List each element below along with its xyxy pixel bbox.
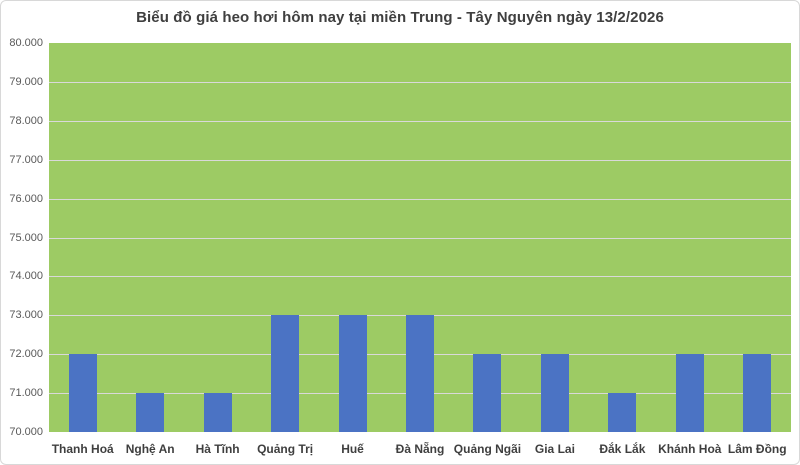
- y-tick-label: 77.000: [9, 153, 43, 166]
- x-tick-label: Nghệ An: [125, 442, 175, 456]
- bar-Huế: [338, 315, 367, 432]
- bar-Lâm Đồng: [743, 354, 772, 432]
- plot-area: [49, 43, 791, 432]
- x-tick-label: Đà Nẵng: [395, 442, 445, 456]
- x-tick-label: Lâm Đồng: [727, 442, 787, 456]
- chart-title: Biểu đồ giá heo hơi hôm nay tại miền Tru…: [136, 9, 664, 26]
- bar-Nghệ An: [136, 393, 165, 432]
- y-tick-label: 78.000: [9, 114, 43, 127]
- bar-Quảng Ngãi: [473, 354, 502, 432]
- gridline: [49, 120, 791, 122]
- gridline: [49, 159, 791, 161]
- bar-Đắk Lắk: [608, 393, 637, 432]
- bar-Quảng Trị: [271, 315, 300, 432]
- y-tick-label: 79.000: [9, 75, 43, 88]
- x-tick-label: Thanh Hoá: [51, 442, 114, 456]
- x-tick-label: Quảng Trị: [257, 442, 314, 456]
- bar-Khánh Hoà: [675, 354, 704, 432]
- gridline: [49, 81, 791, 83]
- bar-Gia Lai: [540, 354, 569, 432]
- bar-Thanh Hoá: [68, 354, 97, 432]
- y-tick-label: 71.000: [9, 387, 43, 400]
- y-tick-label: 70.000: [9, 426, 43, 438]
- y-tick-label: 72.000: [9, 348, 43, 361]
- x-tick-label: Huế: [341, 442, 364, 456]
- y-tick-label: 80.000: [9, 37, 43, 49]
- y-tick-label: 75.000: [9, 231, 43, 244]
- bar-Đà Nẵng: [406, 315, 434, 432]
- x-tick-label: Quảng Ngãi: [453, 442, 522, 456]
- x-tick-label: Hà Tĩnh: [195, 442, 240, 456]
- x-tick-label: Khánh Hoà: [658, 442, 722, 456]
- y-tick-label: 76.000: [9, 192, 43, 205]
- y-tick-label: 73.000: [9, 309, 43, 322]
- x-tick-label: Gia Lai: [534, 442, 575, 456]
- gridline: [49, 237, 791, 239]
- x-tick-label: Đắk Lắk: [599, 442, 646, 456]
- bar-Hà Tĩnh: [203, 393, 232, 432]
- y-tick-label: 74.000: [9, 270, 43, 283]
- gridline: [49, 198, 791, 200]
- gridline: [49, 276, 791, 278]
